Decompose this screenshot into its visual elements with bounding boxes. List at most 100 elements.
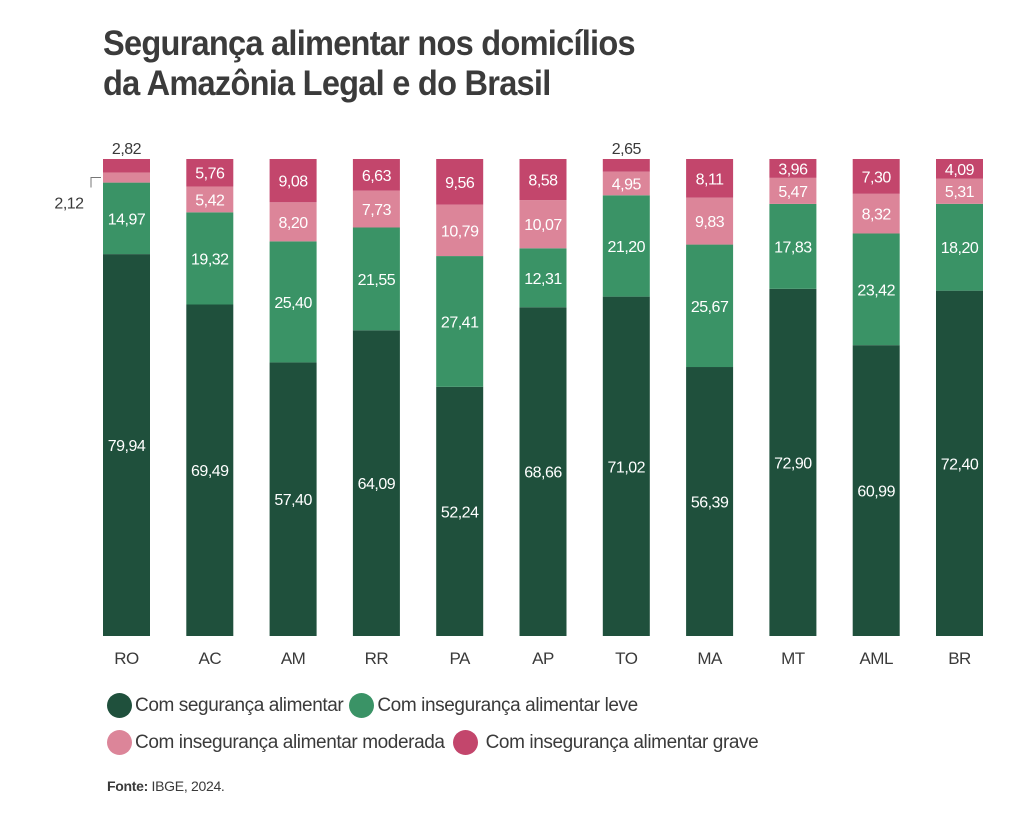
bar-segment-ma-1	[686, 244, 734, 368]
data-label: 10,79	[441, 223, 479, 240]
data-label: 60,99	[857, 484, 895, 501]
legend-item-leve: Com insegurança alimentar leve	[349, 693, 638, 718]
bar-segment-ro-2	[103, 172, 150, 183]
bar-group-am: 57,40 25,40 8,20 9,08	[269, 159, 317, 636]
data-label: 69,49	[191, 463, 229, 480]
bar-segment-aml-3	[852, 159, 900, 194]
bar-segment-pa-0	[436, 386, 484, 636]
data-label: 9,56	[445, 175, 475, 192]
data-label: 23,42	[857, 282, 895, 299]
legend-label: Com insegurança alimentar leve	[377, 694, 638, 716]
legend-swatch-leve-icon	[349, 693, 375, 718]
data-label: 3,96	[778, 161, 808, 178]
data-label-outside: 2,82	[112, 141, 142, 158]
data-label: 8,11	[696, 171, 725, 188]
stacked-bar-chart: 79,94 14,97 2,12 2,82 RO 69,49 19,32 5,42 5,76 AC…	[54, 141, 983, 668]
data-label: 5,76	[195, 166, 225, 183]
legend-swatch-seguranca-icon	[107, 693, 132, 718]
legend-label: Com segurança alimentar	[135, 694, 344, 716]
data-label: 25,40	[274, 295, 312, 312]
bar-segment-ro-3	[103, 159, 150, 173]
bar-segment-ac-0	[186, 304, 234, 636]
bar-group-mt: 72,90 17,83 5,47 3,96	[769, 159, 817, 636]
data-label: 79,94	[108, 438, 146, 455]
data-label: 57,40	[274, 492, 312, 509]
bar-segment-ap-1	[519, 248, 567, 308]
data-label: 4,95	[612, 176, 642, 193]
bar-segment-aml-0	[852, 345, 900, 636]
data-label: 5,47	[778, 184, 808, 201]
data-label: 25,67	[691, 299, 729, 316]
data-label: 8,20	[279, 215, 309, 232]
bar-group-to: 71,02 21,20 4,95 2,65	[602, 141, 650, 636]
data-label: 68,66	[524, 465, 562, 482]
title-line-1: Segurança alimentar nos domicílios	[103, 24, 636, 63]
bar-segment-ap-3	[519, 159, 567, 201]
legend-item-seguranca: Com segurança alimentar	[107, 693, 344, 718]
callout-line	[90, 177, 101, 188]
bar-segment-mt-2	[769, 177, 817, 204]
x-tick-label: TO	[615, 649, 638, 668]
x-tick-label: AP	[532, 649, 554, 668]
x-tick-label: BR	[948, 649, 971, 668]
source-note: Fonte: IBGE, 2024.	[107, 778, 225, 794]
data-label: 21,20	[608, 239, 646, 256]
bar-segment-aml-1	[852, 233, 900, 346]
x-tick-label: AC	[198, 649, 221, 668]
bar-segment-am-1	[269, 241, 317, 363]
x-tick-label: AM	[281, 649, 306, 668]
bar-segment-to-1	[602, 195, 650, 297]
bar-segment-ro-0	[103, 254, 150, 636]
data-label-outside: 2,12	[54, 196, 84, 213]
bar-segment-pa-3	[436, 159, 484, 205]
data-label: 7,73	[362, 202, 392, 219]
x-tick-label: AML	[859, 649, 893, 668]
bar-segment-ap-2	[519, 200, 567, 249]
bar-segment-to-3	[602, 159, 650, 172]
title-line-2: da Amazônia Legal e do Brasil	[103, 64, 551, 103]
data-label: 8,58	[528, 173, 558, 190]
data-label: 5,42	[195, 192, 225, 209]
legend-label: Com insegurança alimentar grave	[485, 731, 759, 753]
data-label: 9,83	[695, 214, 725, 231]
bar-segment-rr-1	[352, 227, 400, 331]
data-label: 56,39	[691, 495, 729, 512]
bar-segment-pa-2	[436, 204, 484, 257]
data-label: 12,31	[524, 271, 562, 288]
bar-segment-pa-1	[436, 256, 484, 387]
bar-segment-ro-1	[103, 182, 150, 255]
data-label-outside: 2,65	[612, 141, 642, 158]
bar-segment-ma-2	[686, 197, 734, 245]
bar-group-ro: 79,94 14,97 2,12 2,82	[54, 141, 150, 636]
bar-segment-am-3	[269, 159, 317, 203]
data-label: 19,32	[191, 251, 229, 268]
data-label: 7,30	[862, 169, 892, 186]
x-tick-label: MA	[697, 649, 723, 668]
bar-segment-ac-3	[186, 159, 234, 187]
x-tick-label: RO	[114, 649, 139, 668]
data-label: 27,41	[441, 314, 479, 331]
data-label: 72,40	[941, 456, 979, 473]
data-label: 6,63	[362, 168, 392, 185]
bar-segment-to-0	[602, 296, 650, 636]
bar-group-rr: 64,09 21,55 7,73 6,63	[352, 159, 400, 636]
legend-label: Com insegurança alimentar moderada	[135, 731, 445, 753]
data-label: 9,08	[279, 174, 309, 191]
bar-segment-to-2	[602, 171, 650, 196]
x-tick-label: PA	[449, 649, 471, 668]
bar-group-br: 72,40 18,20 5,31 4,09	[936, 159, 983, 636]
data-label: 10,07	[524, 217, 562, 234]
data-label: 71,02	[608, 459, 646, 476]
bar-segment-rr-3	[352, 159, 400, 191]
data-label: 18,20	[941, 240, 979, 257]
bar-segment-mt-1	[769, 203, 817, 289]
data-label: 72,90	[774, 455, 812, 472]
bar-group-ac: 69,49 19,32 5,42 5,76	[186, 159, 234, 636]
legend-swatch-moderada-icon	[107, 730, 132, 755]
data-label: 8,32	[862, 207, 892, 224]
bar-segment-br-1	[936, 203, 983, 291]
data-label: 14,97	[108, 211, 146, 228]
bar-segment-br-3	[936, 159, 983, 179]
data-label: 21,55	[358, 272, 396, 289]
bar-segment-ac-2	[186, 186, 234, 213]
